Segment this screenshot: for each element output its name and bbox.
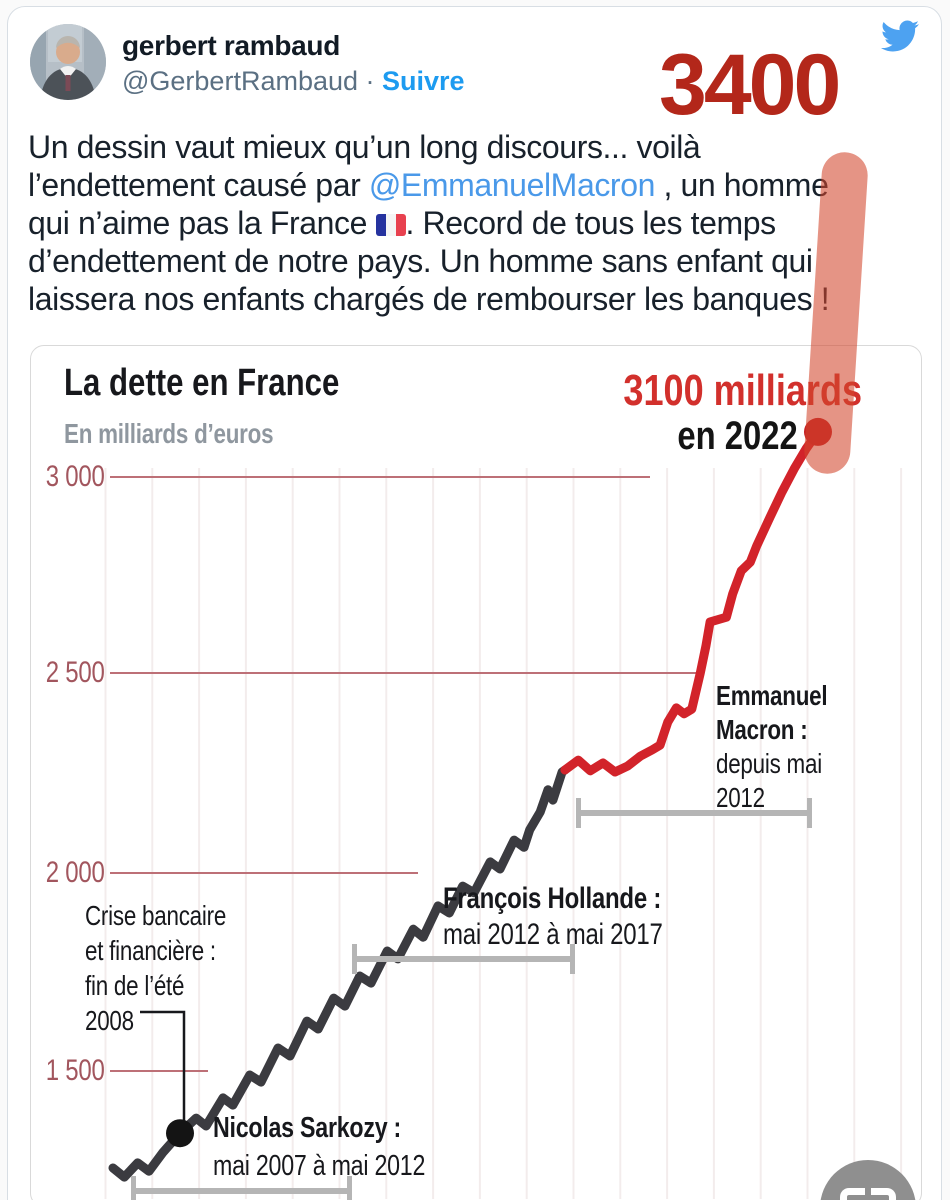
overlay-number-3400: 3400 bbox=[659, 37, 841, 133]
twitter-bird-icon[interactable] bbox=[877, 17, 923, 55]
author-handle-row: @GerbertRambaud · Suivre bbox=[122, 66, 465, 97]
macron-era-bracket bbox=[576, 798, 812, 828]
macron-label-line1: Emmanuel bbox=[716, 680, 828, 711]
follow-button[interactable]: Suivre bbox=[382, 66, 465, 96]
france-flag-emoji bbox=[375, 214, 406, 236]
sarkozy-label: Nicolas Sarkozy : bbox=[213, 1112, 402, 1144]
y-tick-2000: 2 000 bbox=[46, 856, 105, 889]
separator-dot: · bbox=[358, 66, 383, 96]
tweet-text-line: qui n’aime pas la France . Record de tou… bbox=[28, 205, 776, 241]
tweet-text-line: laissera nos enfants chargés de rembours… bbox=[28, 281, 830, 317]
tweet-text-line: l’endettement causé par @EmmanuelMacron … bbox=[28, 167, 829, 203]
hollande-label: François Hollande : bbox=[443, 882, 662, 915]
chart-subtitle: En milliards d’euros bbox=[64, 418, 274, 449]
tweet-text: Un dessin vaut mieux qu’un long discours… bbox=[28, 128, 923, 318]
bracket-glyph-left bbox=[840, 1188, 865, 1200]
bracket-glyph-right bbox=[871, 1188, 896, 1200]
y-tick-1500: 1 500 bbox=[46, 1054, 105, 1087]
tweet-text-line: Un dessin vaut mieux qu’un long discours… bbox=[28, 129, 701, 165]
y-tick-2500: 2 500 bbox=[46, 656, 105, 689]
avatar-photo bbox=[30, 24, 106, 100]
tweet-text-line: d’endettement de notre pays. Un homme sa… bbox=[28, 243, 813, 279]
macron-label-line2: Macron : bbox=[716, 714, 808, 745]
chart-title: La dette en France bbox=[64, 362, 340, 404]
author-handle[interactable]: @GerbertRambaud bbox=[122, 66, 359, 96]
macron-period-line1: depuis mai bbox=[716, 748, 822, 779]
y-tick-3000: 3 000 bbox=[46, 460, 105, 493]
mention-link[interactable]: @EmmanuelMacron bbox=[368, 167, 656, 203]
sarkozy-era-bracket bbox=[131, 1176, 352, 1200]
chart-callout-year: en 2022 bbox=[677, 414, 798, 458]
avatar[interactable] bbox=[30, 24, 106, 100]
author-name[interactable]: gerbert rambaud bbox=[122, 30, 340, 61]
crisis-annotation: Crise bancaire et financière : fin de l’… bbox=[85, 900, 227, 1036]
hollande-era-bracket bbox=[352, 944, 575, 974]
